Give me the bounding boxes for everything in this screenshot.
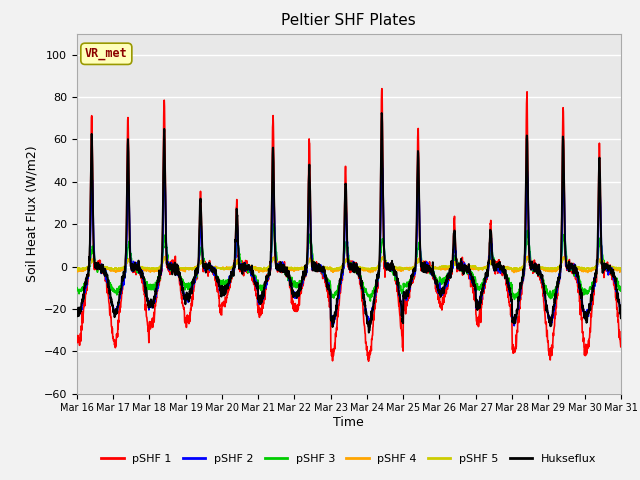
Hukseflux xyxy=(376,206,384,212)
Line: pSHF 2: pSHF 2 xyxy=(77,158,621,326)
pSHF 1 xyxy=(570,261,577,266)
Hukseflux xyxy=(570,270,577,276)
pSHF 5 xyxy=(162,255,170,261)
X-axis label: Time: Time xyxy=(333,416,364,429)
pSHF 3 xyxy=(584,289,592,295)
pSHF 3 xyxy=(365,294,372,300)
pSHF 5 xyxy=(365,266,372,272)
pSHF 4 xyxy=(73,268,81,274)
pSHF 4 xyxy=(510,270,518,276)
pSHF 5 xyxy=(225,265,233,271)
pSHF 3 xyxy=(269,221,277,227)
pSHF 2 xyxy=(507,298,515,304)
pSHF 3 xyxy=(73,285,81,291)
pSHF 1 xyxy=(376,211,384,216)
Line: Hukseflux: Hukseflux xyxy=(77,113,621,333)
pSHF 2 xyxy=(225,281,232,287)
Title: Peltier SHF Plates: Peltier SHF Plates xyxy=(282,13,416,28)
pSHF 1 xyxy=(508,312,515,317)
pSHF 4 xyxy=(225,266,232,272)
Hukseflux xyxy=(225,281,232,287)
pSHF 4 xyxy=(524,253,531,259)
Line: pSHF 3: pSHF 3 xyxy=(77,224,621,301)
pSHF 4 xyxy=(570,264,577,270)
pSHF 1 xyxy=(365,350,372,356)
Y-axis label: Soil Heat Flux (W/m2): Soil Heat Flux (W/m2) xyxy=(25,145,38,282)
Line: pSHF 5: pSHF 5 xyxy=(77,258,621,270)
pSHF 5 xyxy=(508,265,515,271)
pSHF 5 xyxy=(570,264,577,269)
pSHF 3 xyxy=(225,276,232,282)
Hukseflux xyxy=(365,330,372,336)
Legend: pSHF 1, pSHF 2, pSHF 3, pSHF 4, pSHF 5, Hukseflux: pSHF 1, pSHF 2, pSHF 3, pSHF 4, pSHF 5, … xyxy=(97,450,601,468)
pSHF 1 xyxy=(73,335,81,341)
pSHF 1 xyxy=(617,344,625,350)
Hukseflux xyxy=(617,315,625,321)
pSHF 2 xyxy=(570,268,577,274)
Hukseflux xyxy=(378,110,385,116)
Hukseflux xyxy=(584,311,592,317)
pSHF 2 xyxy=(376,248,384,254)
pSHF 1 xyxy=(225,288,232,294)
Line: pSHF 1: pSHF 1 xyxy=(77,89,621,361)
Text: VR_met: VR_met xyxy=(85,48,128,60)
Hukseflux xyxy=(508,294,515,300)
pSHF 1 xyxy=(378,86,386,92)
pSHF 2 xyxy=(584,313,592,319)
pSHF 1 xyxy=(584,344,592,350)
pSHF 4 xyxy=(507,265,515,271)
pSHF 4 xyxy=(376,261,384,266)
pSHF 5 xyxy=(73,265,81,271)
Hukseflux xyxy=(73,309,81,315)
pSHF 5 xyxy=(74,267,82,273)
Line: pSHF 4: pSHF 4 xyxy=(77,256,621,273)
pSHF 4 xyxy=(617,266,625,272)
pSHF 2 xyxy=(617,306,625,312)
pSHF 1 xyxy=(365,359,372,364)
pSHF 3 xyxy=(367,298,374,304)
pSHF 2 xyxy=(378,156,386,161)
pSHF 3 xyxy=(617,288,625,294)
pSHF 2 xyxy=(73,306,81,312)
pSHF 3 xyxy=(377,247,385,252)
pSHF 3 xyxy=(570,265,577,271)
pSHF 4 xyxy=(365,267,372,273)
pSHF 3 xyxy=(508,280,515,286)
pSHF 5 xyxy=(584,266,592,272)
Hukseflux xyxy=(365,324,372,329)
pSHF 2 xyxy=(510,323,518,329)
pSHF 5 xyxy=(617,265,625,271)
pSHF 5 xyxy=(377,258,385,264)
pSHF 4 xyxy=(584,268,592,274)
pSHF 2 xyxy=(365,314,372,320)
